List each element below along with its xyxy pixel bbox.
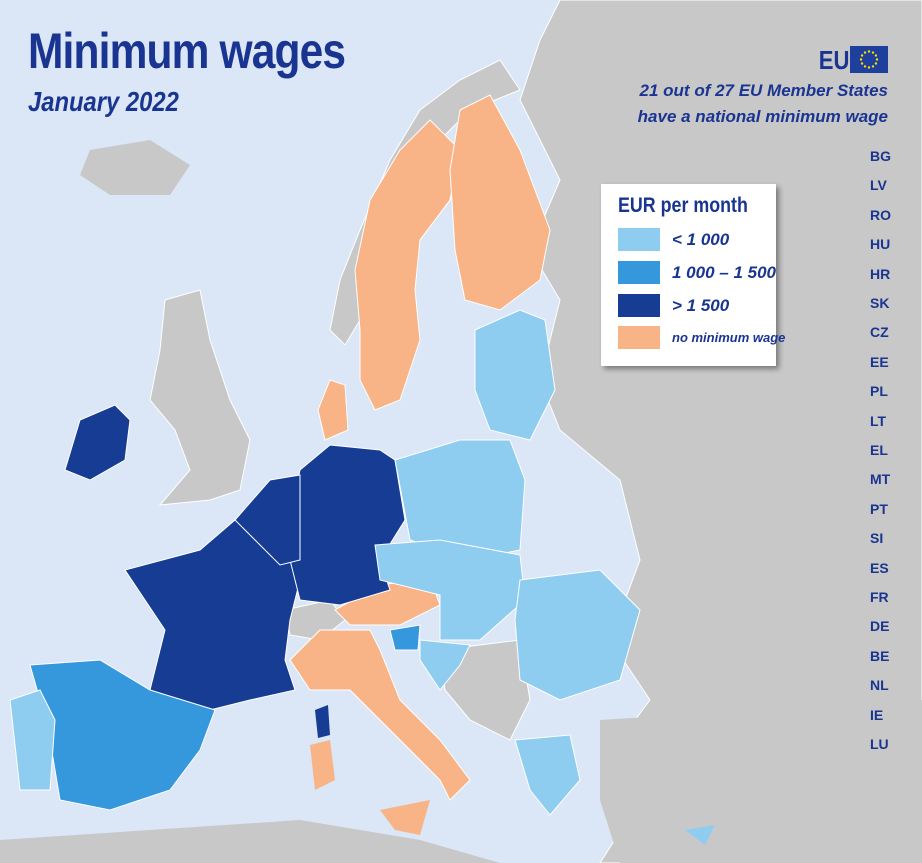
bar-label-cz: CZ [870, 324, 889, 341]
sardinia [310, 740, 335, 790]
bar-label-hr: HR [870, 265, 891, 282]
bar-label-de: DE [870, 618, 890, 635]
legend-label: 1 000 – 1 500 [672, 262, 776, 282]
bar-label-pt: PT [870, 500, 888, 517]
ireland [64, 404, 131, 481]
legend-item-none: no minimum wage [618, 326, 785, 349]
romania-bulgaria [514, 569, 641, 701]
slovenia [389, 624, 421, 651]
legend-swatch [618, 326, 660, 349]
legend-title: EUR per month [618, 194, 748, 217]
flag-star [859, 58, 863, 61]
greece [514, 734, 581, 816]
legend-swatch [618, 294, 660, 317]
eu-flag-icon [850, 46, 888, 73]
legend-label: < 1 000 [672, 229, 730, 249]
bar-label-ie: IE [870, 706, 884, 723]
page-title: Minimum wages [28, 23, 346, 79]
note-line-1: 21 out of 27 EU Member States [639, 81, 888, 100]
bar-label-lu: LU [870, 736, 889, 752]
sicily [380, 800, 430, 835]
flag-star [867, 50, 871, 53]
croatia [419, 639, 471, 691]
portugal [9, 689, 56, 791]
legend-label: > 1 500 [672, 295, 730, 315]
turkey-land [600, 700, 922, 863]
flag-star [860, 62, 864, 65]
bar-label-el: EL [870, 442, 888, 458]
bar-label-ee: EE [870, 353, 889, 370]
legend-label: no minimum wage [672, 330, 786, 345]
bar-label-hu: HU [870, 236, 891, 253]
flag-star [860, 54, 864, 57]
flag-star [871, 51, 875, 54]
flag-star [863, 65, 867, 68]
legend-item-1000-1500: 1 000 – 1 500 [618, 261, 776, 284]
page-subtitle: January 2022 [28, 86, 179, 117]
legend: EUR per month < 1 000 1 000 – 1 500 > 1 … [601, 184, 785, 366]
flag-star [871, 65, 875, 68]
iceland-land [80, 140, 190, 195]
bar-label-es: ES [870, 559, 889, 576]
benelux [234, 474, 301, 566]
czechia-slovakia-hungary [374, 539, 526, 641]
bar-label-bg: BG [870, 148, 891, 164]
finland [449, 94, 551, 311]
bar-label-lt: LT [870, 412, 887, 429]
bar-label-nl: NL [870, 677, 889, 694]
bar-label-pl: PL [870, 383, 888, 400]
bar-label-fr: FR [870, 589, 889, 605]
flag-star [874, 54, 878, 57]
member-states-note: 21 out of 27 EU Member States have a nat… [638, 78, 888, 130]
legend-swatch [618, 261, 660, 284]
bar-label-mt: MT [870, 471, 891, 488]
bar-label-si: SI [870, 530, 884, 547]
legend-item-lt1000: < 1 000 [618, 228, 729, 251]
north-africa-land [0, 820, 500, 863]
flag-star [875, 58, 879, 61]
flag-star [874, 62, 878, 65]
legend-swatch [618, 228, 660, 251]
sweden [354, 119, 461, 411]
baltics [474, 309, 556, 441]
cyprus [685, 825, 715, 845]
note-line-2: have a national minimum wage [637, 107, 888, 126]
denmark [317, 379, 349, 441]
legend-item-gt1500: > 1 500 [618, 294, 729, 317]
uk-land [149, 289, 251, 506]
corsica [315, 705, 330, 738]
eu-label: EU [818, 45, 850, 75]
italy [289, 629, 471, 801]
bar-label-ro: RO [870, 206, 891, 223]
bar-label-lv: LV [870, 177, 887, 194]
flag-star [863, 51, 867, 54]
bar-label-be: BE [870, 647, 890, 664]
flag-star [867, 66, 871, 69]
bar-label-sk: SK [870, 295, 890, 311]
